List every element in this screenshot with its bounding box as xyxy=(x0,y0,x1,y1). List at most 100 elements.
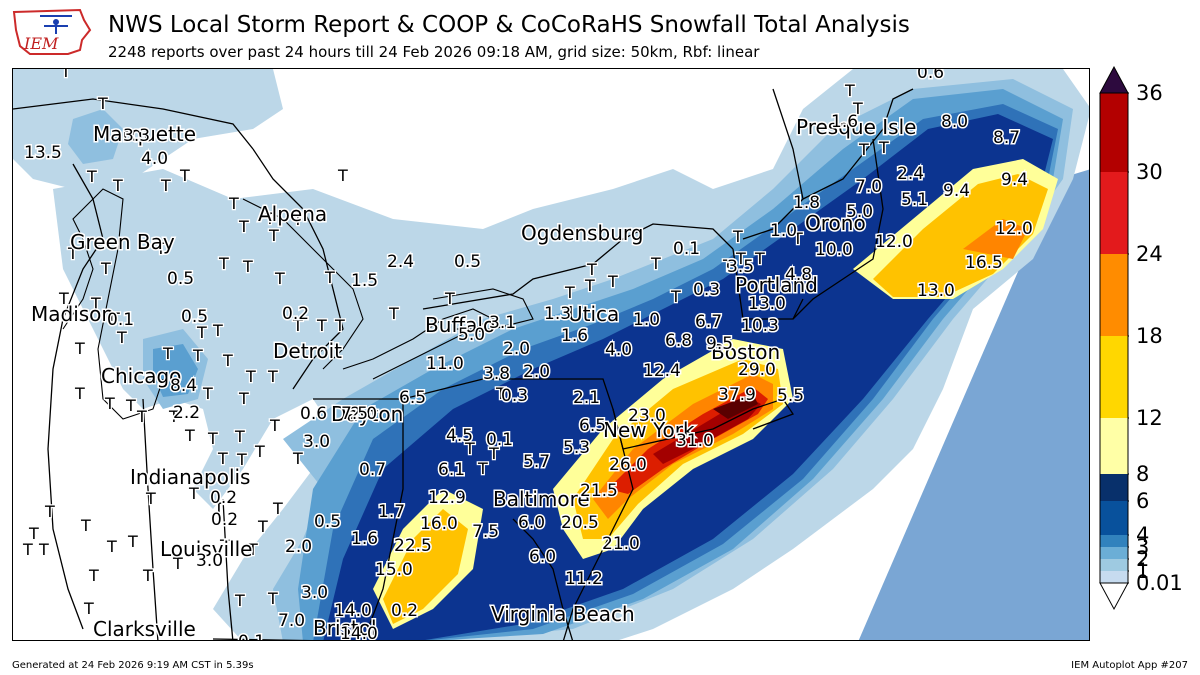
snowfall-value: 13.0 xyxy=(748,294,786,314)
snowfall-value: 0.2 xyxy=(211,510,238,530)
snowfall-value: 8.4 xyxy=(170,376,197,396)
trace-mark: T xyxy=(90,294,101,313)
snowfall-value: 1.6 xyxy=(831,112,858,132)
trace-mark: T xyxy=(38,540,49,559)
trace-mark: T xyxy=(222,351,233,370)
trace-mark: T xyxy=(88,566,99,585)
snowfall-value: 3.3 xyxy=(123,126,150,146)
trace-mark: T xyxy=(212,321,223,340)
trace-mark: T xyxy=(207,429,218,448)
snowfall-value: 10.0 xyxy=(815,240,853,260)
boundaries xyxy=(13,88,914,640)
trace-mark: T xyxy=(792,229,803,248)
colorbar-segment xyxy=(1100,571,1128,583)
snowfall-value: 2.0 xyxy=(285,537,312,557)
colorbar-segment xyxy=(1100,547,1128,559)
snowfall-value: 0.5 xyxy=(454,252,481,272)
snowfall-value: 1.8 xyxy=(793,193,820,213)
trace-mark: T xyxy=(852,99,863,118)
snowfall-value: 1.0 xyxy=(770,221,797,241)
trace-mark: T xyxy=(127,532,138,551)
snowfall-value: 21.5 xyxy=(580,481,618,501)
trace-mark: T xyxy=(324,268,335,287)
trace-mark: T xyxy=(155,239,166,258)
iem-logo: IEM xyxy=(12,8,92,55)
snowfall-value: 1.7 xyxy=(378,502,405,522)
trace-mark: T xyxy=(218,254,229,273)
trace-mark: T xyxy=(80,516,91,535)
snowfall-value: 20.5 xyxy=(561,513,599,533)
contour-level-11 xyxy=(713,394,758,419)
city-label-green-bay: Green Bay xyxy=(70,230,175,254)
trace-mark: T xyxy=(844,81,855,100)
snowfall-value: 0.6 xyxy=(917,69,944,83)
snowfall-value: 3.8 xyxy=(483,364,510,384)
city-label-baltimore: Baltimore xyxy=(493,487,590,511)
great-lakes-outlines xyxy=(62,188,534,420)
city-label-virginia-beach: Virginia Beach xyxy=(491,602,635,626)
snowfall-value: 11.0 xyxy=(426,354,464,374)
snowfall-value: 3.1 xyxy=(489,313,516,333)
snowfall-value: 7.5 xyxy=(341,404,368,424)
logo-text: IEM xyxy=(23,34,59,53)
city-label-madison: Madison xyxy=(31,302,114,326)
snowfall-value: 0.7 xyxy=(359,460,386,480)
snowfall-value: 2.4 xyxy=(897,164,924,184)
trace-mark: T xyxy=(106,537,117,556)
snowfall-value: 13.5 xyxy=(24,143,62,163)
trace-mark: T xyxy=(28,524,39,543)
snowfall-value: 5.0 xyxy=(846,202,873,222)
snowfall-value: 0.5 xyxy=(167,269,194,289)
colorbar-segment xyxy=(1100,93,1128,172)
trace-mark: T xyxy=(145,489,156,508)
colorbar-tick-label: 1 xyxy=(1136,559,1150,583)
trace-mark: T xyxy=(495,384,506,403)
snowfall-value: 6.0 xyxy=(518,513,545,533)
trace-mark: T xyxy=(488,444,499,463)
city-label-utica: Utica xyxy=(568,302,619,326)
snowfall-value: 8.7 xyxy=(993,128,1020,148)
trace-mark: T xyxy=(722,256,733,275)
snowfall-value: 6.5 xyxy=(399,388,426,408)
trace-mark: T xyxy=(858,140,869,159)
colorbar-tick-label: 6 xyxy=(1136,489,1150,513)
snowfall-value: 0.3 xyxy=(693,280,720,300)
trace-mark: T xyxy=(292,210,303,229)
trace-mark: T xyxy=(670,287,681,306)
snowfall-value: 2.4 xyxy=(387,252,414,272)
colorbar-segment xyxy=(1100,336,1128,418)
snowfall-value: 29.0 xyxy=(738,360,776,380)
snowfall-value: 12.4 xyxy=(643,361,681,381)
trace-mark: T xyxy=(584,276,595,295)
trace-mark: T xyxy=(267,367,278,386)
colorbar-min-arrow xyxy=(1099,582,1129,611)
city-label-dayton: Dayton xyxy=(331,402,403,426)
trace-mark: T xyxy=(109,309,120,328)
snowfall-value: 16.0 xyxy=(420,514,458,534)
colorbar-segment xyxy=(1100,559,1128,571)
trace-mark: T xyxy=(168,407,179,426)
colorbar-segment xyxy=(1100,501,1128,535)
app-footer: IEM Autoplot App #207 xyxy=(1071,660,1188,671)
snowfall-value: 1.5 xyxy=(351,271,378,291)
snowfall-value: 6.8 xyxy=(665,331,692,351)
colorbar-tick-label: 36 xyxy=(1136,81,1163,105)
trace-mark: T xyxy=(192,346,203,365)
colorbar-tick-label: 30 xyxy=(1136,160,1163,184)
trace-mark: T xyxy=(388,304,399,323)
trace-mark: T xyxy=(337,166,348,185)
colorbar-tick-label: 4 xyxy=(1136,523,1150,547)
snowfall-value: 6.1 xyxy=(438,460,465,480)
snowfall-value: 21.0 xyxy=(602,534,640,554)
trace-mark: T xyxy=(136,407,147,426)
colorbar-tick-label: 2 xyxy=(1136,547,1150,571)
snowfall-value: 1.0 xyxy=(633,310,660,330)
snowfall-value: 3.5 xyxy=(727,257,754,277)
colorbar-tick-label: 24 xyxy=(1136,242,1163,266)
generated-footer: Generated at 24 Feb 2026 9:19 AM CST in … xyxy=(12,660,254,671)
trace-mark: T xyxy=(292,316,303,335)
trace-mark: T xyxy=(58,289,69,308)
city-label-presque-isle: Presque Isle xyxy=(796,115,916,139)
snowfall-value: 10.3 xyxy=(741,316,779,336)
